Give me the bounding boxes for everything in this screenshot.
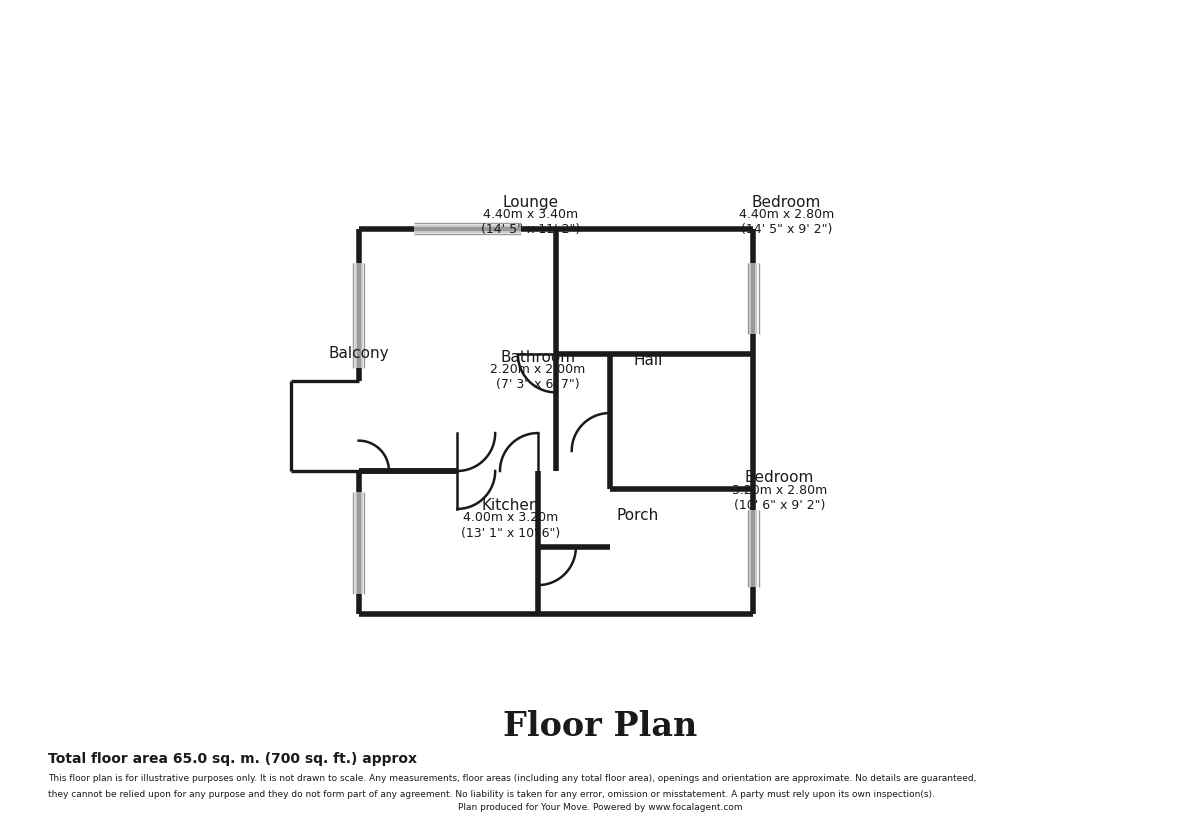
Text: Lounge: Lounge (503, 195, 559, 209)
Text: Bedroom: Bedroom (745, 470, 814, 486)
Text: 4.40m x 3.40m: 4.40m x 3.40m (484, 208, 578, 221)
Text: Total floor area 65.0 sq. m. (700 sq. ft.) approx: Total floor area 65.0 sq. m. (700 sq. ft… (48, 752, 418, 766)
Text: Porch: Porch (617, 508, 659, 523)
Text: (7' 3" x 6' 7"): (7' 3" x 6' 7") (496, 378, 580, 391)
Text: (10' 6" x 9' 2"): (10' 6" x 9' 2") (733, 499, 826, 512)
Text: 4.40m x 2.80m: 4.40m x 2.80m (738, 208, 834, 221)
Text: they cannot be relied upon for any purpose and they do not form part of any agre: they cannot be relied upon for any purpo… (48, 790, 935, 799)
Text: (14' 5" x 11' 2"): (14' 5" x 11' 2") (481, 223, 581, 236)
Text: 3.20m x 2.80m: 3.20m x 2.80m (732, 484, 827, 496)
Text: (13' 1" x 10' 6"): (13' 1" x 10' 6") (461, 527, 560, 539)
Text: Bathroom: Bathroom (500, 349, 576, 365)
Text: Kitchen: Kitchen (481, 498, 539, 513)
Text: 2.20m x 2.00m: 2.20m x 2.00m (491, 363, 586, 376)
Text: Bedroom: Bedroom (751, 195, 821, 209)
Text: 4.00m x 3.20m: 4.00m x 3.20m (463, 512, 558, 524)
Text: Hall: Hall (634, 353, 662, 368)
Text: (14' 5" x 9' 2"): (14' 5" x 9' 2") (740, 223, 832, 236)
Text: This floor plan is for illustrative purposes only. It is not drawn to scale. Any: This floor plan is for illustrative purp… (48, 774, 977, 784)
Text: Balcony: Balcony (329, 346, 389, 361)
Text: Plan produced for Your Move. Powered by www.focalagent.com: Plan produced for Your Move. Powered by … (457, 803, 743, 812)
Text: Floor Plan: Floor Plan (503, 710, 697, 743)
